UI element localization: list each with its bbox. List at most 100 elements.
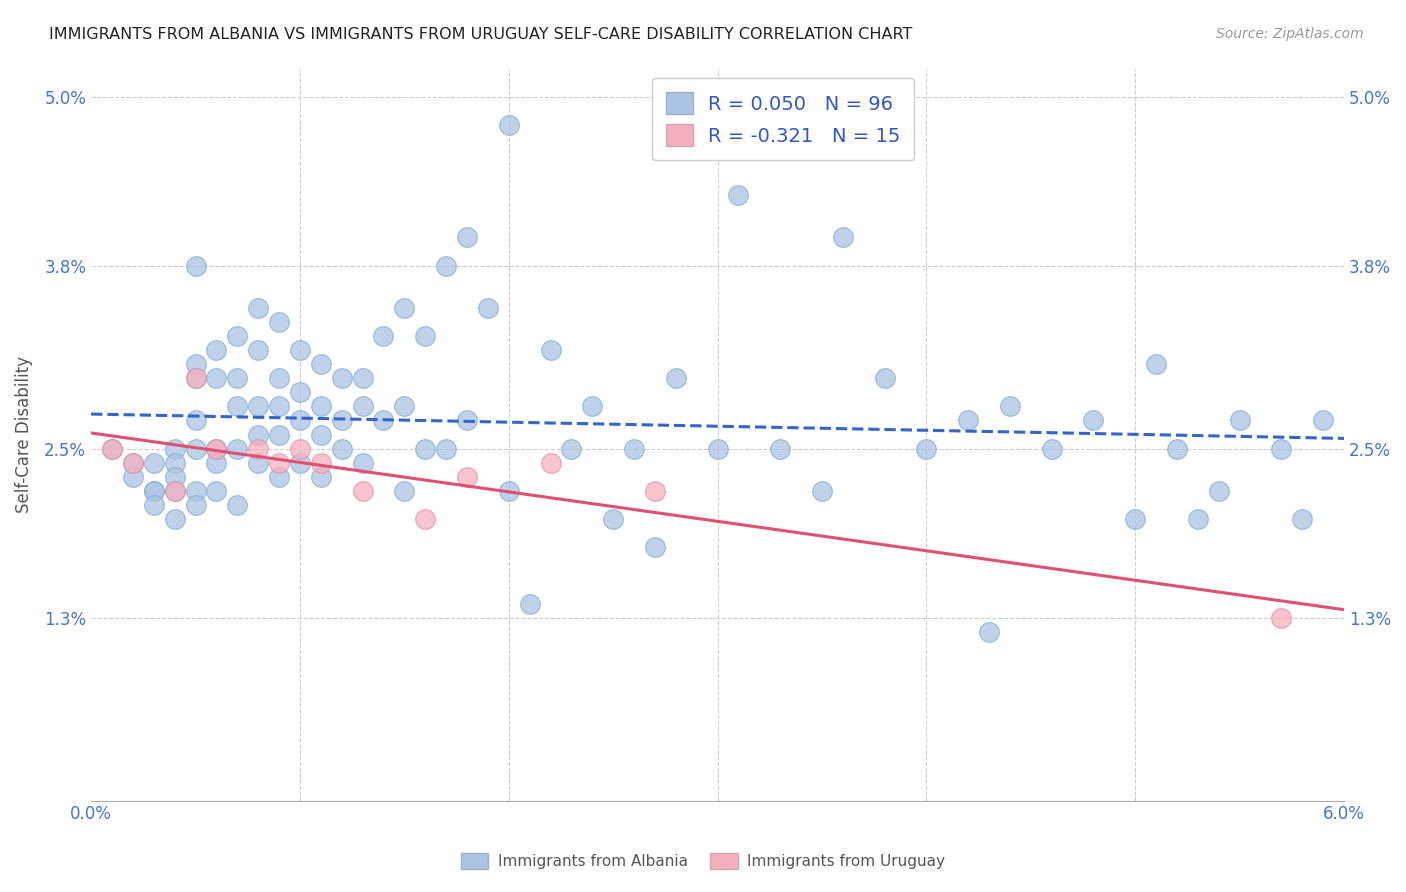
Point [101,442,124,456]
Point [205,442,228,456]
Point [288,456,311,470]
Point [915,442,938,456]
Point [873,371,896,385]
Point [519,597,541,611]
Point [394,483,416,498]
Point [184,483,207,498]
Point [267,470,290,484]
Point [706,442,728,456]
Point [1291,512,1313,526]
Point [205,483,228,498]
Point [1312,413,1334,427]
Point [226,442,249,456]
Point [121,456,143,470]
Point [142,456,165,470]
Point [205,343,228,357]
Point [1187,512,1209,526]
Point [998,400,1021,414]
Point [413,442,436,456]
Point [142,483,165,498]
Point [226,329,249,343]
Point [288,385,311,400]
Point [163,470,186,484]
Text: IMMIGRANTS FROM ALBANIA VS IMMIGRANTS FROM URUGUAY SELF-CARE DISABILITY CORRELAT: IMMIGRANTS FROM ALBANIA VS IMMIGRANTS FR… [49,27,912,42]
Point [184,259,207,273]
Point [498,118,520,132]
Point [163,442,186,456]
Point [957,413,980,427]
Point [456,470,478,484]
Point [1123,512,1146,526]
Point [267,315,290,329]
Point [205,456,228,470]
Point [309,357,332,371]
Point [288,343,311,357]
Point [498,483,520,498]
Point [1166,442,1188,456]
Point [184,413,207,427]
Point [267,371,290,385]
Point [602,512,624,526]
Point [330,413,353,427]
Point [330,371,353,385]
Point [267,400,290,414]
Point [352,456,374,470]
Point [184,498,207,512]
Point [644,540,666,554]
Point [352,400,374,414]
Point [309,427,332,442]
Point [184,442,207,456]
Point [121,470,143,484]
Point [644,483,666,498]
Point [1083,413,1105,427]
Legend: R = 0.050   N = 96, R = -0.321   N = 15: R = 0.050 N = 96, R = -0.321 N = 15 [652,78,914,160]
Point [247,343,270,357]
Point [352,483,374,498]
Point [184,371,207,385]
Point [831,230,853,244]
Point [121,456,143,470]
Point [1144,357,1167,371]
Point [184,371,207,385]
Point [205,442,228,456]
Point [413,329,436,343]
Point [226,371,249,385]
Point [184,357,207,371]
Point [267,456,290,470]
Point [977,624,1000,639]
Point [163,512,186,526]
Point [226,498,249,512]
Point [373,413,395,427]
Legend: Immigrants from Albania, Immigrants from Uruguay: Immigrants from Albania, Immigrants from… [454,847,952,875]
Point [247,442,270,456]
Point [665,371,688,385]
Y-axis label: Self-Care Disability: Self-Care Disability [15,356,32,513]
Point [1040,442,1063,456]
Point [434,442,457,456]
Point [394,400,416,414]
Point [247,301,270,315]
Point [247,400,270,414]
Point [309,400,332,414]
Point [769,442,792,456]
Point [205,371,228,385]
Point [352,371,374,385]
Point [163,483,186,498]
Point [267,427,290,442]
Point [581,400,603,414]
Point [309,456,332,470]
Point [623,442,645,456]
Point [727,188,749,202]
Point [142,483,165,498]
Point [1270,610,1292,624]
Point [288,442,311,456]
Point [456,230,478,244]
Point [1208,483,1230,498]
Point [477,301,499,315]
Text: Source: ZipAtlas.com: Source: ZipAtlas.com [1216,27,1364,41]
Point [413,512,436,526]
Point [247,456,270,470]
Point [163,456,186,470]
Point [540,456,562,470]
Point [163,483,186,498]
